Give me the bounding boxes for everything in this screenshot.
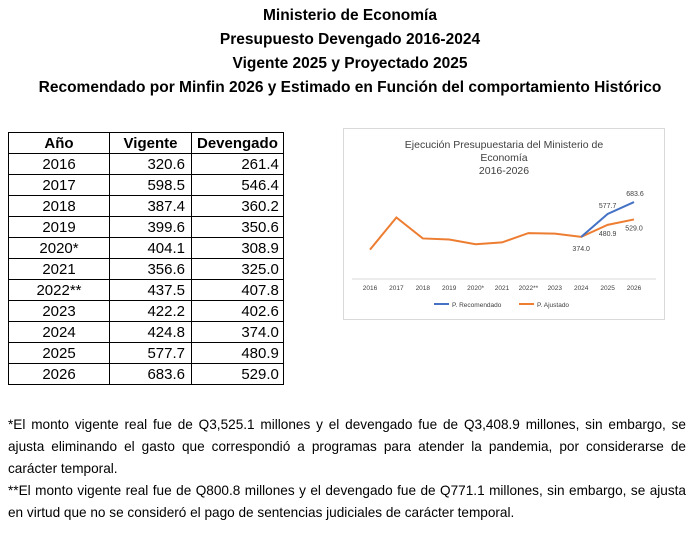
cell-year: 2020* (8, 237, 110, 259)
table-row: 2017 598.5 546.4 (8, 174, 284, 196)
x-tick-label: 2019 (442, 285, 457, 292)
data-label: 529.0 (625, 225, 643, 232)
cell-vigente: 422.2 (109, 300, 192, 322)
cell-year: 2023 (8, 300, 110, 322)
x-tick-label: 2021 (495, 285, 510, 292)
cell-devengado: 360.2 (191, 195, 284, 217)
title-line: Recomendado por Minfin 2026 y Estimado e… (38, 79, 662, 96)
cell-year: 2019 (8, 216, 110, 238)
cell-devengado: 402.6 (191, 300, 284, 322)
cell-devengado: 480.9 (191, 342, 284, 364)
footnote-2: **El monto vigente real fue de Q800.8 mi… (8, 483, 686, 520)
cell-devengado: 374.0 (191, 321, 284, 343)
header-vigente: Vigente (109, 132, 192, 154)
chart-title: Ejecución Presupuestaria del Ministerio … (405, 139, 604, 151)
x-tick-label: 2022** (519, 285, 539, 292)
cell-year: 2017 (8, 174, 110, 196)
cell-vigente: 404.1 (109, 237, 192, 259)
series-line-p-ajustado (369, 216, 635, 251)
x-tick-label: 2024 (574, 285, 589, 292)
cell-year: 2018 (8, 195, 110, 217)
data-label: 480.9 (599, 231, 617, 238)
table-row: 2022** 437.5 407.8 (8, 279, 284, 301)
cell-year: 2022** (8, 279, 110, 301)
cell-year: 2016 (8, 153, 110, 175)
table-row: 2020* 404.1 308.9 (8, 237, 284, 259)
cell-devengado: 546.4 (191, 174, 284, 196)
footnote-1: *El monto vigente real fue de Q3,525.1 m… (8, 417, 686, 476)
data-label: 374.0 (572, 246, 590, 253)
table-row: 2026 683.6 529.0 (8, 363, 284, 385)
cell-devengado: 308.9 (191, 237, 284, 259)
cell-vigente: 424.8 (109, 321, 192, 343)
x-tick-label: 2023 (548, 285, 563, 292)
cell-vigente: 577.7 (109, 342, 192, 364)
table-row: 2025 577.7 480.9 (8, 342, 284, 364)
footnotes: *El monto vigente real fue de Q3,525.1 m… (8, 414, 686, 524)
legend-label: P. Recomendado (452, 302, 502, 309)
header-devengado: Devengado (191, 132, 284, 154)
title-line: Vigente 2025 y Proyectado 2025 (232, 55, 468, 72)
cell-devengado: 350.6 (191, 216, 284, 238)
title-line: Presupuesto Devengado 2016-2024 (219, 31, 481, 48)
cell-year: 2026 (8, 363, 110, 385)
series-line-p-recomendado (580, 201, 635, 238)
cell-devengado: 407.8 (191, 279, 284, 301)
chart-title: Economía (480, 152, 527, 164)
cell-devengado: 325.0 (191, 258, 284, 280)
table-row: 2018 387.4 360.2 (8, 195, 284, 217)
x-tick-label: 2016 (363, 285, 378, 292)
legend-label: P. Ajustado (537, 302, 569, 309)
line-chart: Ejecución Presupuestaria del Ministerio … (352, 139, 656, 309)
x-tick-label: 2018 (416, 285, 431, 292)
budget-table: Año Vigente Devengado 2016 320.6 261.4 2017… (8, 132, 284, 385)
table-row: 2024 424.8 374.0 (8, 321, 284, 343)
chart-title: 2016-2026 (479, 165, 529, 177)
data-label: 577.7 (599, 203, 617, 210)
cell-vigente: 320.6 (109, 153, 192, 175)
header-year: Año (8, 132, 110, 154)
x-tick-label: 2017 (389, 285, 404, 292)
cell-vigente: 683.6 (109, 363, 192, 385)
cell-year: 2021 (8, 258, 110, 280)
table-row: 2019 399.6 350.6 (8, 216, 284, 238)
x-tick-label: 2026 (627, 285, 642, 292)
cell-vigente: 598.5 (109, 174, 192, 196)
cell-vigente: 437.5 (109, 279, 192, 301)
x-tick-label: 2025 (600, 285, 615, 292)
table-row: 2023 422.2 402.6 (8, 300, 284, 322)
table-row: 2021 356.6 325.0 (8, 258, 284, 280)
cell-vigente: 399.6 (109, 216, 192, 238)
cell-devengado: 529.0 (191, 363, 284, 385)
report-titles: Ministerio de Economía Presupuesto Deven… (0, 4, 700, 100)
cell-year: 2025 (8, 342, 110, 364)
cell-devengado: 261.4 (191, 153, 284, 175)
x-tick-label: 2020* (467, 285, 484, 292)
cell-vigente: 387.4 (109, 195, 192, 217)
table-row: 2016 320.6 261.4 (8, 153, 284, 175)
chart-container: Ejecución Presupuestaria del Ministerio … (343, 128, 665, 320)
title-line: Ministerio de Economía (263, 7, 437, 24)
data-label: 683.6 (626, 191, 644, 198)
cell-vigente: 356.6 (109, 258, 192, 280)
cell-year: 2024 (8, 321, 110, 343)
